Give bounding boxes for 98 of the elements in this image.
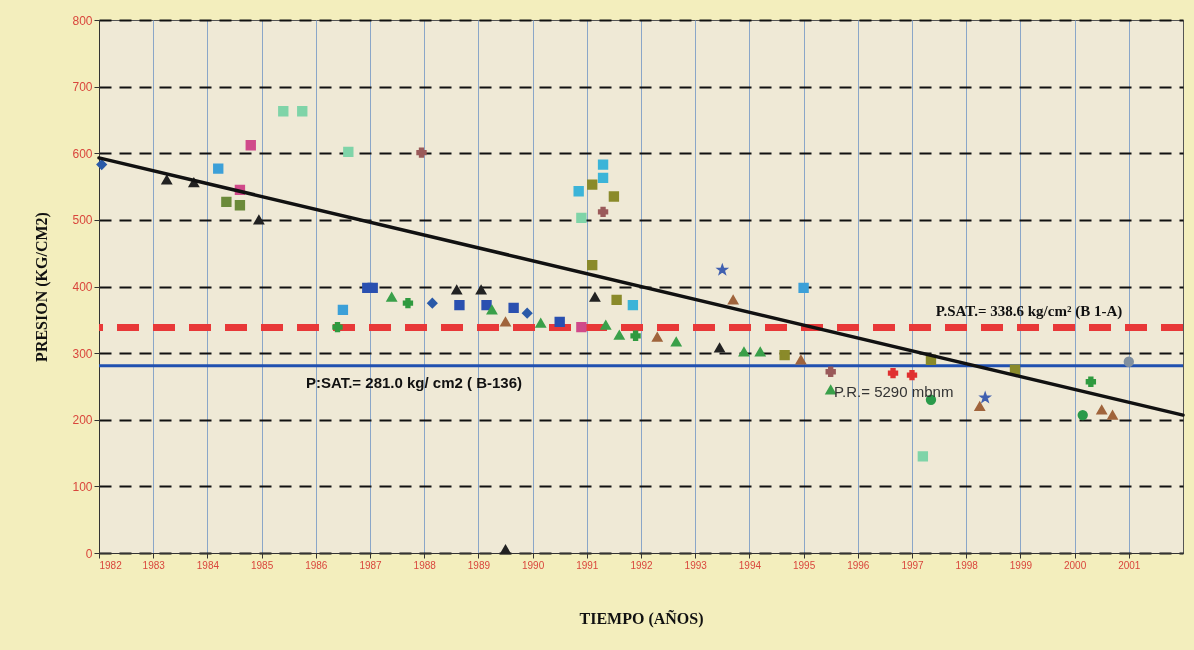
point xyxy=(614,330,625,340)
point xyxy=(278,106,289,117)
point xyxy=(386,292,397,302)
y-tick-label: 500 xyxy=(72,213,93,228)
point xyxy=(825,366,836,377)
point xyxy=(627,299,639,311)
point xyxy=(554,316,565,327)
point xyxy=(887,367,899,379)
point xyxy=(798,282,809,294)
point xyxy=(535,318,546,328)
x-tick-label: 1996 xyxy=(847,559,870,571)
point xyxy=(738,347,750,357)
x-tick-label: 2001 xyxy=(1118,559,1141,571)
point xyxy=(978,390,992,404)
x-tick-label: 1990 xyxy=(521,559,545,571)
point xyxy=(245,140,256,151)
x-tick-label: 1993 xyxy=(684,559,708,571)
point xyxy=(630,330,641,341)
x-tick-label: 1991 xyxy=(576,559,599,571)
y-tick-label: 200 xyxy=(72,413,93,428)
point xyxy=(213,163,224,174)
point xyxy=(573,186,584,197)
point xyxy=(727,295,739,305)
point xyxy=(597,172,609,184)
y-tick-label: 600 xyxy=(72,146,93,161)
point xyxy=(402,297,414,309)
point xyxy=(608,191,620,202)
point xyxy=(451,285,462,295)
y-tick-label: 800 xyxy=(72,13,93,28)
point xyxy=(500,545,511,555)
x-tick-label: 1983 xyxy=(142,559,166,571)
x-tick-label: 1999 xyxy=(1009,559,1033,571)
point xyxy=(587,179,598,190)
ref-line-label: P.SAT.= 338.6 kg/cm² (B 1-A) xyxy=(935,303,1123,321)
y-tick-label: 0 xyxy=(85,546,93,561)
point xyxy=(597,159,609,170)
x-tick-label: 1998 xyxy=(955,559,979,571)
ref-line-label: P:SAT.= 281.0 kg/ cm2 ( B-136) xyxy=(305,373,523,391)
point xyxy=(234,200,246,211)
x-tick-label: 1994 xyxy=(738,559,762,571)
point xyxy=(611,294,622,306)
point xyxy=(475,285,487,295)
point xyxy=(427,297,438,309)
point xyxy=(671,337,682,347)
point xyxy=(337,304,349,315)
point xyxy=(343,146,354,158)
point xyxy=(576,212,587,224)
point xyxy=(1085,376,1097,387)
point xyxy=(1107,410,1118,420)
point xyxy=(522,307,533,319)
point xyxy=(96,159,107,170)
x-tick-label: 1997 xyxy=(901,559,925,571)
point xyxy=(332,321,343,333)
x-tick-label: 1995 xyxy=(792,559,816,571)
point xyxy=(297,106,308,117)
point xyxy=(974,401,985,412)
x-tick-label: 1987 xyxy=(359,559,383,571)
x-tick-label: 1984 xyxy=(196,559,220,571)
point xyxy=(454,299,465,311)
point xyxy=(779,349,790,361)
point xyxy=(1077,409,1088,421)
point xyxy=(161,175,172,185)
y-tick-label: 700 xyxy=(72,80,93,95)
point xyxy=(906,369,918,381)
point xyxy=(367,282,378,294)
y-tick-label: 300 xyxy=(72,346,93,361)
point xyxy=(714,343,725,353)
point xyxy=(589,292,601,302)
point xyxy=(253,215,265,225)
point xyxy=(486,305,498,315)
x-axis-title: TIEMPO (AÑOS) xyxy=(579,608,704,628)
point xyxy=(508,302,519,313)
point xyxy=(755,347,766,357)
x-tick-label: 2000 xyxy=(1063,559,1087,571)
y-tick-label: 100 xyxy=(72,479,93,494)
point xyxy=(917,451,929,462)
y-axis-title: PRESION (KG/CM2) xyxy=(33,212,52,362)
x-tick-label: 1982 xyxy=(99,559,123,571)
x-tick-label: 1988 xyxy=(413,559,437,571)
point xyxy=(825,385,836,395)
x-tick-label: 1989 xyxy=(467,559,491,571)
x-tick-label: 1985 xyxy=(250,559,274,571)
point xyxy=(576,321,587,333)
annotation: P.R.= 5290 mbnm xyxy=(834,383,954,400)
point xyxy=(481,299,492,311)
point xyxy=(1123,356,1134,367)
point xyxy=(795,355,807,365)
point xyxy=(652,332,663,342)
x-tick-label: 1986 xyxy=(305,559,328,571)
point xyxy=(500,317,511,327)
point xyxy=(597,206,609,218)
x-tick-label: 1992 xyxy=(630,559,654,571)
point xyxy=(600,320,611,330)
point xyxy=(416,147,427,158)
point xyxy=(1096,405,1107,415)
point xyxy=(221,196,232,208)
point xyxy=(587,260,598,271)
y-tick-label: 400 xyxy=(72,280,93,294)
